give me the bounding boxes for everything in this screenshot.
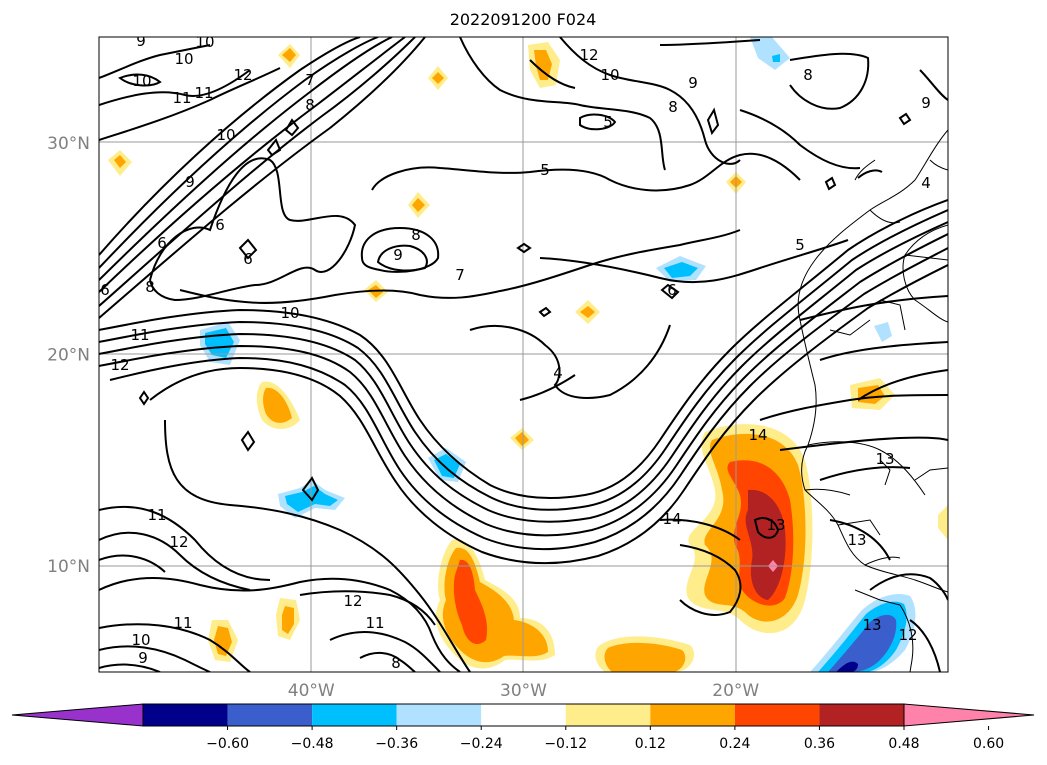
contour-label: 4 [553,364,563,382]
contour-label: 10 [195,33,214,51]
contour-label: 8 [145,278,155,296]
contour-label: 13 [862,616,881,634]
colorbar-tick-label: 0.12 [635,736,666,752]
contour-label: 9 [921,94,931,112]
colorbar-tick-label: −0.48 [291,736,334,752]
contour-label: 10 [174,50,193,68]
contour-label: 8 [803,66,813,84]
contour-label: 6 [215,216,225,234]
contour-label: 11 [130,326,149,344]
colorbar-tick-label: −0.60 [206,736,249,752]
colorbar-bin [565,704,651,726]
shaded-field [108,37,948,672]
lat-label: 30°N [47,134,90,154]
colorbar-tick-label: −0.36 [375,736,418,752]
contour-lines [99,37,948,672]
colorbar-extend-high [903,703,1035,727]
contour-label: 9 [185,173,195,191]
colorbar-tick-label: −0.12 [544,736,587,752]
contour-label: 7 [305,71,315,89]
contour-label: 8 [668,98,678,116]
contour-label: 12 [110,356,129,374]
contour-label: 11 [172,89,191,107]
contour-label: 9 [136,32,146,50]
contour-label: 12 [169,533,188,551]
coastlines [797,129,948,672]
contour-label: 6 [243,250,253,268]
colorbar-tick-label: 0.36 [804,736,835,752]
colorbar-bin [734,704,820,726]
contour-label: 11 [173,614,192,632]
colorbar-bin [819,704,904,726]
colorbar-tick-label: 0.60 [973,736,1004,752]
contour-label: 12 [233,66,252,84]
contour-label: 8 [411,226,421,244]
colorbar-bin [312,704,397,726]
contour-label: 8 [391,654,401,672]
colorbar-bin [227,704,313,726]
contour-label: 12 [898,626,917,644]
lon-label: 40°W [288,681,335,701]
contour-label: 10 [280,304,299,322]
lat-label: 10°N [47,557,90,577]
map-frame [98,36,949,673]
contour-label: 9 [688,74,698,92]
contour-label: 14 [748,426,767,444]
colorbar-extend-low [11,703,144,727]
colorbar-bin [650,704,735,726]
contour-label: 10 [131,631,150,649]
contour-label: 11 [365,614,384,632]
contour-label: 13 [847,531,866,549]
lat-labels: 30°N 20°N 10°N [47,134,90,577]
figure-title: 2022091200 F024 [450,10,597,29]
contour-label: 10 [132,72,151,90]
contour-label: 10 [216,126,235,144]
colorbar-bin [481,704,566,726]
contour-label: 13 [766,516,785,534]
contour-label: 11 [147,506,166,524]
contour-label: 5 [540,161,550,179]
colorbar-tick-label: 0.24 [719,736,750,752]
contour-label: 14 [662,510,681,528]
contour-label: 5 [795,236,805,254]
contour-label: 9 [138,649,148,667]
contour-label: 5 [603,113,613,131]
contour-label: 10 [600,66,619,84]
contour-label: 7 [455,266,465,284]
contour-label: 9 [393,246,403,264]
colorbar-tick-label: 0.48 [888,736,919,752]
lat-label: 20°N [47,346,90,366]
colorbar-bin [396,704,482,726]
contour-label: 4 [921,174,931,192]
contour-label: 13 [875,450,894,468]
contour-label: 12 [579,46,598,64]
colorbar-bin [143,704,228,726]
contour-label: 6 [157,234,167,252]
contour-label: 8 [305,96,315,114]
lon-label: 20°W [712,681,759,701]
contour-label: 6 [667,281,677,299]
lon-labels: 40°W 30°W 20°W [288,681,760,701]
contour-label: 11 [194,84,213,102]
contour-label: 12 [343,592,362,610]
contour-label: 6 [100,281,110,299]
colorbar: −0.60 −0.48 −0.36 −0.24 −0.12 0.12 0.24 0.36 0.4… [11,703,1035,752]
colorbar-frame [142,703,905,727]
lon-label: 30°W [500,681,547,701]
colorbar-tick-label: −0.24 [460,736,503,752]
